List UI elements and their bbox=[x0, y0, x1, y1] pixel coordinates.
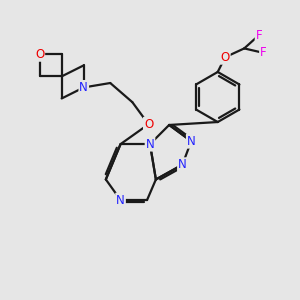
Text: N: N bbox=[80, 81, 88, 94]
Text: O: O bbox=[144, 118, 153, 131]
Text: N: N bbox=[116, 194, 125, 207]
Text: O: O bbox=[35, 48, 44, 61]
Text: O: O bbox=[220, 51, 230, 64]
Text: F: F bbox=[256, 29, 262, 42]
Text: N: N bbox=[187, 135, 196, 148]
Text: N: N bbox=[178, 158, 187, 171]
Text: F: F bbox=[260, 46, 267, 59]
Text: N: N bbox=[146, 138, 154, 151]
